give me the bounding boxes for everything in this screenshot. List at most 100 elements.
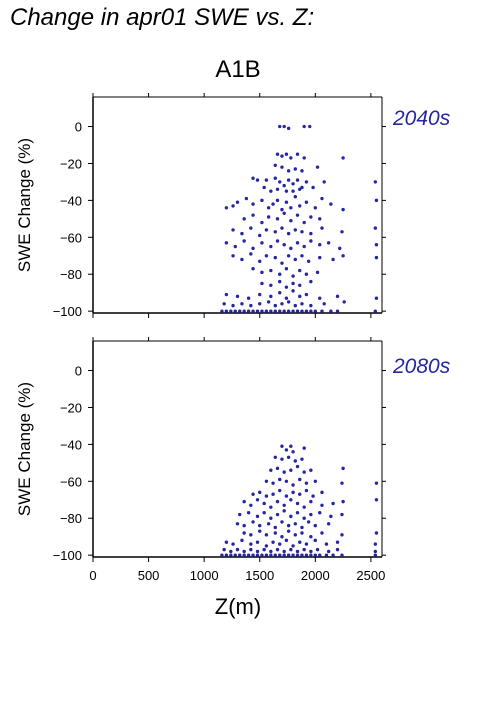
- data-point: [244, 196, 249, 201]
- data-point: [258, 302, 262, 306]
- data-point: [235, 522, 240, 526]
- data-point: [255, 553, 260, 557]
- data-point: [264, 228, 269, 232]
- data-point: [304, 292, 309, 297]
- data-point: [240, 302, 244, 306]
- data-point: [269, 294, 273, 299]
- data-point: [266, 300, 271, 304]
- data-point: [251, 309, 255, 313]
- data-point: [269, 505, 273, 509]
- data-point: [291, 483, 295, 487]
- data-point: [273, 525, 277, 530]
- data-point: [278, 488, 282, 493]
- data-point: [302, 505, 306, 509]
- data-point: [300, 309, 304, 313]
- data-point: [273, 309, 277, 313]
- data-point: [273, 255, 277, 260]
- data-point: [309, 279, 313, 284]
- data-point: [373, 542, 378, 546]
- data-point: [318, 217, 322, 221]
- data-point: [313, 206, 318, 210]
- data-point: [282, 211, 286, 216]
- data-point: [309, 239, 313, 243]
- data-point: [280, 444, 284, 448]
- data-point: [255, 514, 260, 519]
- data-point: [249, 226, 253, 230]
- data-point: [374, 531, 379, 535]
- data-point: [289, 498, 293, 502]
- data-point: [231, 204, 235, 208]
- data-point: [229, 549, 233, 554]
- data-point: [291, 544, 295, 548]
- figure-heading: Change in apr01 SWE vs. Z:: [10, 4, 315, 31]
- data-point: [260, 220, 264, 225]
- data-point: [262, 501, 266, 506]
- data-point: [251, 266, 255, 271]
- data-point: [289, 514, 293, 519]
- data-point: [251, 176, 255, 180]
- x-axis-title: Z(m): [214, 594, 262, 619]
- data-point: [341, 254, 345, 258]
- data-point: [373, 226, 378, 230]
- data-point: [224, 553, 229, 557]
- data-point: [269, 309, 273, 313]
- data-point: [322, 180, 326, 184]
- data-point: [300, 230, 304, 234]
- data-point: [262, 510, 266, 515]
- data-point: [242, 549, 246, 554]
- data-point: [284, 479, 289, 484]
- data-point: [315, 547, 320, 552]
- data-point: [335, 547, 340, 552]
- data-point: [342, 300, 346, 304]
- data-point: [258, 523, 262, 528]
- data-point: [320, 226, 324, 230]
- data-point: [311, 185, 315, 190]
- data-point: [246, 296, 251, 300]
- data-point: [374, 481, 379, 485]
- data-point: [222, 302, 226, 306]
- data-point: [249, 547, 253, 552]
- data-point: [284, 152, 289, 156]
- data-point: [260, 281, 264, 286]
- data-point: [306, 520, 311, 524]
- data-point: [278, 124, 282, 129]
- data-point: [374, 296, 379, 300]
- y-tick-label-top: −40: [60, 193, 82, 208]
- data-point: [231, 254, 235, 258]
- data-point: [251, 213, 255, 217]
- data-point: [313, 479, 318, 484]
- data-point: [258, 233, 262, 238]
- x-tick-label-bottom: 2500: [356, 568, 385, 583]
- data-point: [235, 200, 240, 204]
- data-point: [275, 499, 280, 504]
- data-point: [242, 553, 246, 557]
- data-point: [242, 217, 246, 221]
- data-point: [295, 178, 300, 182]
- data-point: [260, 241, 264, 245]
- y-tick-label-top: −20: [60, 156, 82, 171]
- data-point: [291, 450, 295, 454]
- data-point: [220, 553, 224, 557]
- data-point: [224, 292, 229, 297]
- data-point: [293, 257, 297, 262]
- data-point: [300, 169, 304, 173]
- data-point: [341, 207, 345, 212]
- data-point: [275, 466, 280, 471]
- data-point: [280, 302, 284, 306]
- data-point: [295, 553, 300, 557]
- data-point: [304, 542, 309, 546]
- period-label-bottom: 2080s: [393, 355, 451, 378]
- data-point: [264, 254, 269, 258]
- data-point: [269, 268, 273, 273]
- data-point: [231, 228, 235, 232]
- data-point: [302, 156, 306, 160]
- data-point: [284, 266, 289, 271]
- data-point: [264, 494, 269, 498]
- x-tick-label-bottom: 1500: [245, 568, 274, 583]
- data-point: [284, 538, 289, 543]
- data-point: [326, 241, 331, 245]
- data-point: [282, 470, 286, 474]
- data-point: [278, 542, 282, 546]
- data-point: [275, 217, 280, 221]
